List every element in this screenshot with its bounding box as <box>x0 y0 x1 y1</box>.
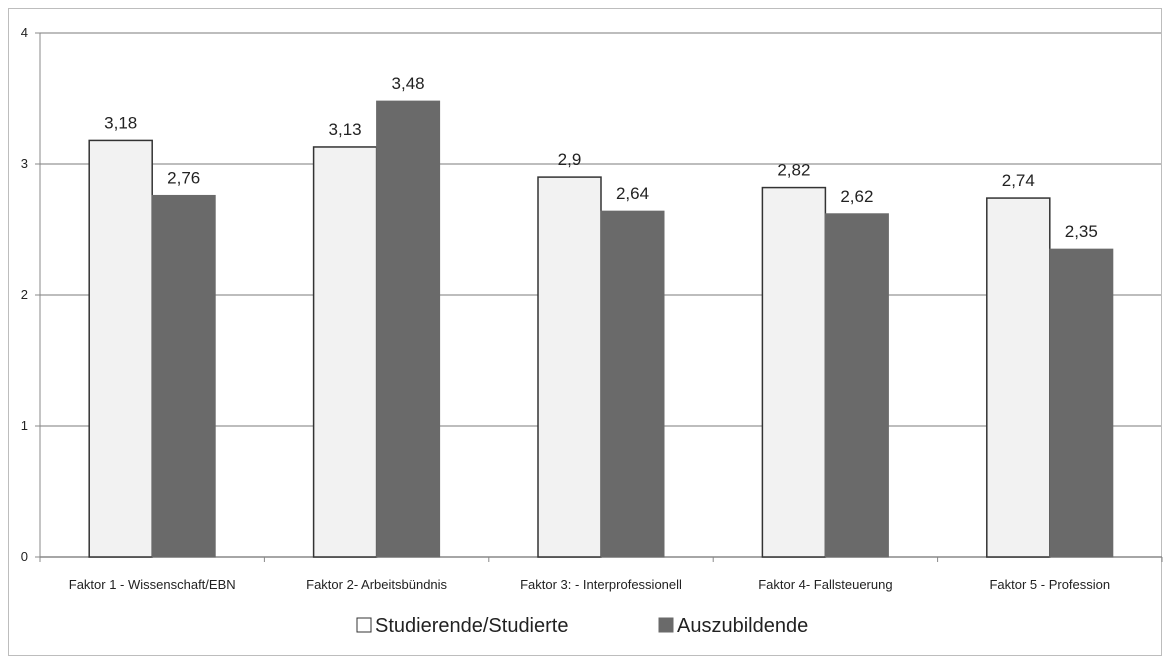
bar <box>600 210 665 558</box>
chart-frame <box>8 8 1162 656</box>
data-label: 3,18 <box>104 113 137 132</box>
data-label: 2,62 <box>840 187 873 206</box>
data-labels: 3,18 2,76 3,13 3,48 2,9 2,64 2,82 2,62 2,74 2,35 <box>104 74 1098 241</box>
data-label: 2,9 <box>558 150 582 169</box>
data-label: 2,74 <box>1002 171 1035 190</box>
bar <box>986 197 1051 558</box>
data-label: 2,76 <box>167 168 200 187</box>
bar <box>537 176 602 558</box>
y-tick-label: 2 <box>21 287 28 302</box>
bar <box>88 139 153 558</box>
bar <box>761 186 827 558</box>
data-label: 2,35 <box>1065 222 1098 241</box>
data-label: 2,64 <box>616 184 649 203</box>
legend-swatch <box>356 617 372 633</box>
bar <box>312 146 378 558</box>
legend-swatch <box>658 617 674 633</box>
y-tick-label: 0 <box>21 549 28 564</box>
x-tick-label: Faktor 2- Arbeitsbündnis <box>306 577 447 592</box>
bar <box>151 194 216 558</box>
bar <box>824 213 889 558</box>
y-tick-label: 1 <box>21 418 28 433</box>
x-tick-label: Faktor 4- Fallsteuerung <box>758 577 892 592</box>
legend-label: Studierende/Studierte <box>375 615 568 637</box>
legend-label: Auszubildende <box>677 615 808 637</box>
bar <box>376 100 441 558</box>
bar <box>1049 248 1114 558</box>
x-tick-label: Faktor 3: - Interprofessionell <box>520 577 682 592</box>
y-tick-label: 3 <box>21 156 28 171</box>
legend: Studierende/Studierte Auszubildende <box>356 615 808 637</box>
x-tick-label: Faktor 1 - Wissenschaft/EBN <box>69 577 236 592</box>
data-label: 2,82 <box>777 161 810 180</box>
y-tick-label: 4 <box>21 25 28 40</box>
bars <box>88 100 1114 558</box>
data-label: 3,48 <box>392 74 425 93</box>
data-label: 3,13 <box>329 120 362 139</box>
x-tick-label: Faktor 5 - Profession <box>989 577 1110 592</box>
